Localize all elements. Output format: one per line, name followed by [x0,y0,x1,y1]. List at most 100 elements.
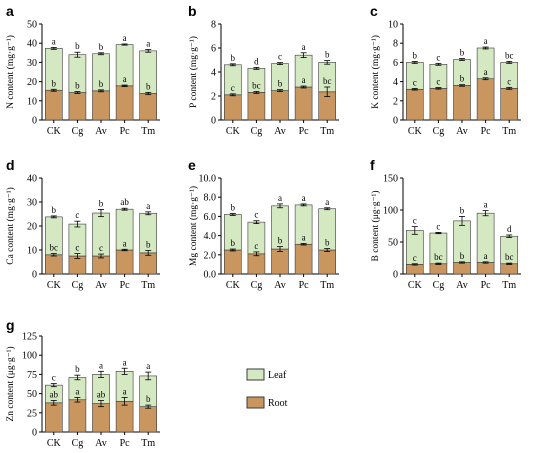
x-tick-label: Av [456,280,467,291]
x-tick-label: CK [47,438,62,449]
sig-letter-leaf: ab [120,197,129,207]
sig-letter-root: b [146,239,151,249]
x-tick-label: CK [47,126,62,137]
sig-letter-root: b [146,394,151,404]
panel-letter: e [188,157,196,173]
sig-letter-leaf: a [52,36,56,46]
x-tick-label: Pc [120,280,131,291]
bar-root [294,243,313,275]
panel-d: d Ca content (mg·g⁻¹) 0 10 20 30 40 bc b CK c c Cg c b… [5,157,160,291]
panel-letter: a [6,3,14,19]
sig-letter-root: a [484,67,488,77]
sig-letter-root: b [75,81,80,91]
sig-letter-root: bc [50,243,59,253]
sig-letter-root: c [436,77,440,87]
sig-letter-root: a [302,75,306,85]
sig-letter-leaf: a [484,200,488,210]
sig-letter-root: b [460,74,465,84]
sig-letter-root: c [75,243,79,253]
bar-root [45,402,63,433]
x-tick-label: Av [95,438,106,449]
y-tick-label: 100 [383,206,398,217]
x-tick-label: CK [408,280,423,291]
sig-letter-root: c [231,83,235,93]
y-tick-label: 2.0 [204,250,217,261]
bar-root [453,262,471,275]
y-tick-label: 8 [393,39,398,50]
sig-letter-leaf: c [278,52,282,62]
x-tick-label: CK [226,126,241,137]
panel-letter: c [370,3,378,19]
x-tick-label: Tm [502,126,516,137]
sig-letter-root: b [52,78,57,88]
sig-letter-leaf: a [278,193,282,203]
sig-letter-root: bc [505,252,514,262]
bar-root [92,403,110,433]
panel-e: e Mg content (mg·g⁻¹) 0.0 2.0 4.0 6.0 8.0 10.0 b… [188,157,339,291]
x-tick-label: Pc [120,126,131,137]
y-tick-label: 20 [27,222,37,233]
sig-letter-root: a [123,386,127,396]
sig-letter-root: a [302,232,306,242]
y-tick-label: 0 [393,270,398,281]
sig-letter-root: b [278,236,283,246]
bar-root [271,248,289,275]
y-tick-label: 30 [27,198,37,209]
y-tick-label: 40 [27,39,37,50]
legend-leaf-swatch [246,368,265,381]
y-tick-label: 0 [393,116,398,127]
x-tick-label: Tm [320,280,334,291]
y-tick-label: 50 [388,238,398,249]
bar-root [406,88,424,121]
bar-root [115,85,134,121]
x-tick-label: Pc [299,280,310,291]
bar-root [476,78,495,121]
y-tick-label: 50 [27,20,37,31]
bar-root [45,254,63,275]
sig-letter-leaf: b [231,53,236,63]
sig-letter-root: c [507,76,511,86]
x-tick-label: CK [226,280,241,291]
bar-root [92,255,110,275]
y-tick-label: 8 [211,20,216,31]
y-tick-label: 40 [27,174,37,185]
y-tick-label: 8.0 [204,193,217,204]
y-tick-label: 0 [32,116,37,127]
sig-letter-leaf: a [146,201,150,211]
y-tick-label: 30 [27,58,37,69]
bar-root [139,93,157,121]
panel-letter: g [6,317,15,333]
y-tick-label: 100 [22,351,37,362]
sig-letter-leaf: b [325,50,330,60]
sig-letter-leaf: b [99,42,104,52]
bar-root [139,252,157,275]
sig-letter-root: ab [97,390,106,400]
sig-letter-leaf: a [484,36,488,46]
x-tick-label: Pc [299,126,310,137]
sig-letter-root: b [99,79,104,89]
y-tick-label: 6.0 [204,212,217,223]
y-axis-label: K content (mg·g⁻¹) [370,35,381,109]
sig-letter-leaf: a [123,357,127,367]
sig-letter-leaf: a [146,39,150,49]
y-tick-label: 20 [27,77,37,88]
sig-letter-root: b [460,251,465,261]
legend-root-swatch [246,396,265,409]
y-axis-label: B content (μg·g⁻¹) [370,191,381,262]
x-tick-label: Tm [141,438,155,449]
sig-letter-leaf: b [75,364,80,374]
y-tick-label: 10 [27,246,37,257]
x-tick-label: CK [47,280,62,291]
x-tick-label: Cg [72,438,84,449]
bar-root [68,399,87,433]
panel-letter: b [188,3,197,19]
sig-letter-leaf: a [146,361,150,371]
panel-b: bP content (mg·g⁻¹)02468cbCKbcdCgbcAvaaP… [188,3,339,137]
sig-letter-root: a [75,386,79,396]
y-tick-label: 50 [27,389,37,400]
y-tick-label: 6 [211,44,216,55]
bar-root [45,89,63,121]
sig-letter-root: c [254,241,258,251]
sig-letter-leaf: b [460,205,465,215]
